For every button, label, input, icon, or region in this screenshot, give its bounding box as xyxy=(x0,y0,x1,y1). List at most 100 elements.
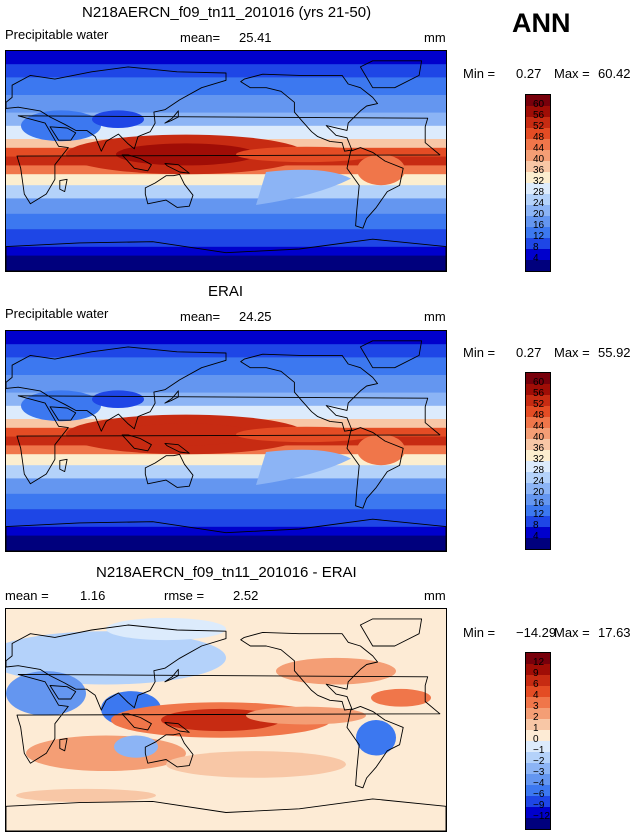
field-amazon xyxy=(357,434,405,466)
field-dry-tongue xyxy=(256,449,351,485)
colorbar-swatch xyxy=(526,719,550,730)
colorbar-tick-label: 28 xyxy=(533,187,545,198)
colorbar-swatch xyxy=(526,483,550,494)
colorbar-swatch xyxy=(526,238,550,249)
colorbar-swatch xyxy=(526,796,550,807)
colorbar-swatch xyxy=(526,95,550,106)
colorbar-tick-label: 12 xyxy=(533,509,545,520)
field-band xyxy=(6,229,446,248)
panel2-max-label: Max = xyxy=(554,345,590,360)
colorbar-swatch xyxy=(526,675,550,686)
colorbar-tick-label: 8 xyxy=(533,520,539,531)
colorbar-swatch xyxy=(526,373,550,384)
colorbar-tick-label: 60 xyxy=(533,99,545,110)
colorbar-tick-label: 32 xyxy=(533,176,545,187)
coastline xyxy=(59,738,68,752)
field-anomaly xyxy=(16,788,156,803)
colorbar-swatch xyxy=(526,417,550,428)
colorbar-tick-label: −6 xyxy=(533,789,545,800)
panel2-colorbar xyxy=(525,372,551,550)
colorbar-tick-label: 56 xyxy=(533,388,545,399)
field-warm-pool-core xyxy=(116,423,256,446)
colorbar-swatch xyxy=(526,818,550,829)
colorbar-swatch xyxy=(526,527,550,538)
colorbar-swatch xyxy=(526,117,550,128)
panel3-colorbar xyxy=(525,652,551,830)
field-band xyxy=(6,331,446,346)
coastline xyxy=(49,406,77,421)
panel3-max-value: 17.63 xyxy=(598,625,631,640)
colorbar-tick-label: 8 xyxy=(533,242,539,253)
panel3-rmse-value: 2.52 xyxy=(233,588,259,603)
season-label: ANN xyxy=(512,8,571,38)
colorbar-swatch xyxy=(526,653,550,664)
panel1-colorbar xyxy=(525,94,551,272)
colorbar-swatch xyxy=(526,686,550,697)
colorbar-tick-label: 20 xyxy=(533,487,545,498)
field-band xyxy=(6,465,446,480)
coastline xyxy=(240,631,379,711)
colorbar-swatch xyxy=(526,183,550,194)
field-band xyxy=(6,213,446,231)
panel1-variable-label: Precipitable water xyxy=(5,27,109,42)
colorbar-swatch xyxy=(526,708,550,719)
coastline xyxy=(59,178,68,193)
colorbar-swatch xyxy=(526,161,550,172)
field-anomaly xyxy=(6,671,86,716)
coastline xyxy=(6,518,446,551)
colorbar-swatch xyxy=(526,785,550,796)
field-band xyxy=(6,375,446,394)
field-anomaly xyxy=(356,720,396,756)
field-band xyxy=(6,493,446,511)
colorbar-tick-label: 9 xyxy=(533,668,539,679)
colorbar-swatch xyxy=(526,128,550,139)
colorbar-tick-label: 28 xyxy=(533,465,545,476)
field-dry-sahara xyxy=(21,390,101,422)
colorbar-tick-label: 16 xyxy=(533,220,545,231)
colorbar-swatch xyxy=(526,249,550,260)
colorbar-swatch xyxy=(526,461,550,472)
coastline xyxy=(6,346,227,432)
panel1-units: mm xyxy=(424,30,446,45)
colorbar-swatch xyxy=(526,205,550,216)
coastline xyxy=(346,147,404,229)
field-warm-pool-core xyxy=(116,143,256,166)
colorbar-tick-label: 44 xyxy=(533,421,545,432)
panel3-title: N218AERCN_f09_tn11_201016 - ERAI xyxy=(96,564,357,581)
field-band xyxy=(6,51,446,66)
panel3-map xyxy=(5,608,447,832)
colorbar-swatch xyxy=(526,450,550,461)
panel3-min-value: −14.29 xyxy=(516,625,557,640)
colorbar-tick-label: 52 xyxy=(533,399,545,410)
colorbar-swatch xyxy=(526,763,550,774)
coastline xyxy=(164,668,179,683)
field-anomaly xyxy=(6,631,226,685)
colorbar-tick-label: 4 xyxy=(533,690,539,701)
colorbar-swatch xyxy=(526,406,550,417)
colorbar-tick-label: −1 xyxy=(533,745,545,756)
colorbar-tick-label: 40 xyxy=(533,154,545,165)
coastline xyxy=(240,73,379,152)
panel1-mean-label: mean= xyxy=(180,30,221,45)
panel3-rmse-label: rmse = xyxy=(164,588,205,603)
colorbar-swatch xyxy=(526,150,550,161)
coastline xyxy=(164,442,190,454)
colorbar-swatch xyxy=(526,472,550,483)
colorbar-tick-label: 16 xyxy=(533,498,545,509)
colorbar-tick-label: 12 xyxy=(533,657,545,668)
panel1-mean-value: 25.41 xyxy=(239,30,272,45)
panel2-map xyxy=(5,330,447,552)
colorbar-swatch xyxy=(526,216,550,227)
panel2-variable-label: Precipitable water xyxy=(5,306,109,321)
colorbar-tick-label: 32 xyxy=(533,454,545,465)
colorbar-swatch xyxy=(526,741,550,752)
colorbar-swatch xyxy=(526,395,550,406)
field-band xyxy=(6,64,446,79)
field-band xyxy=(6,478,446,495)
panel3-mean-label: mean = xyxy=(5,588,49,603)
colorbar-tick-label: 4 xyxy=(533,531,539,542)
colorbar-swatch xyxy=(526,774,550,785)
field-band xyxy=(6,344,446,359)
panel2-min-label: Min = xyxy=(463,345,496,360)
colorbar-tick-label: −3 xyxy=(533,767,545,778)
